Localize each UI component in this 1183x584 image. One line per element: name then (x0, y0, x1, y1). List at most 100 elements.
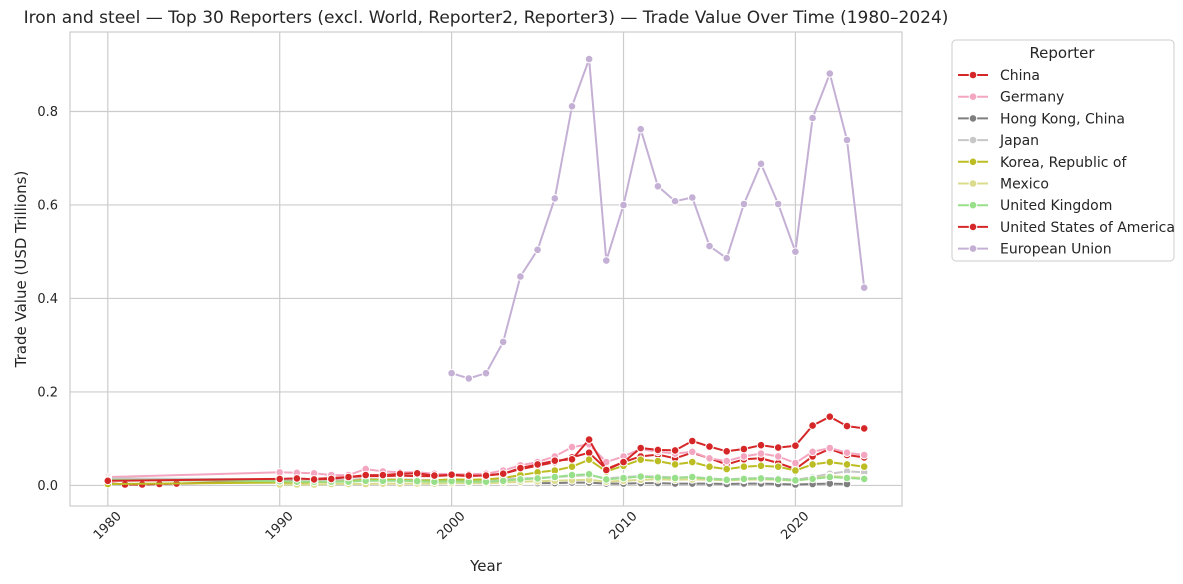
data-point (309, 475, 319, 484)
data-point (567, 455, 577, 464)
data-point (842, 460, 852, 469)
data-point (653, 473, 663, 482)
legend-swatch-marker (968, 114, 978, 123)
data-point (791, 441, 800, 451)
legend-swatch-marker (968, 222, 978, 232)
data-point (825, 472, 835, 482)
data-point (636, 443, 646, 453)
data-point (636, 472, 646, 481)
data-point (395, 476, 405, 486)
y-tick-label: 0.8 (37, 105, 58, 120)
legend-item-mexico: Mexico (958, 177, 1049, 193)
data-point (688, 447, 697, 457)
data-point (859, 283, 869, 293)
legend-items: China Germany Hong Kong, China Japan Korea, … (958, 68, 1175, 258)
data-point (481, 368, 491, 378)
data-point (842, 448, 852, 458)
data-point (584, 54, 594, 64)
legend-swatch-marker (968, 200, 978, 210)
x-tick-label: 1990 (263, 509, 297, 543)
series-united-states-of-america (103, 412, 869, 486)
data-point (688, 193, 697, 202)
y-tick-label: 0.0 (37, 479, 58, 494)
y-tick-label: 0.6 (37, 198, 58, 213)
legend-box (951, 39, 1175, 262)
series-european-union (447, 54, 869, 383)
data-point (705, 462, 714, 472)
data-point (567, 470, 577, 480)
data-point (378, 470, 388, 480)
data-point (825, 412, 835, 422)
data-point (773, 452, 783, 461)
data-point (739, 444, 749, 454)
x-axis-label: Year (469, 557, 503, 575)
data-point (602, 475, 611, 484)
data-point (722, 475, 732, 485)
data-point (327, 474, 336, 484)
data-point (619, 457, 628, 467)
data-point (533, 245, 542, 255)
legend-swatch-marker (968, 244, 978, 253)
legend-item-korea-republic-of: Korea, Republic of (958, 155, 1127, 171)
data-point (498, 337, 508, 347)
data-point (584, 469, 594, 479)
legend-swatch-marker (968, 92, 978, 101)
legend-label: Korea, Republic of (1000, 155, 1127, 171)
data-point (722, 456, 732, 466)
data-point (739, 452, 749, 461)
data-point (636, 124, 646, 134)
data-point (464, 471, 474, 480)
legend: Reporter China Germany Hong Kong, China Jap… (951, 39, 1175, 262)
data-point (773, 475, 783, 484)
data-point (688, 472, 697, 482)
data-point (670, 473, 680, 483)
data-point (481, 471, 491, 480)
data-point (584, 448, 594, 458)
data-point (808, 421, 817, 430)
legend-item-hong-kong-china: Hong Kong, China (958, 111, 1125, 127)
legend-item-united-states-of-america: United States of America (958, 220, 1175, 236)
legend-swatch-marker (968, 70, 978, 80)
data-point (567, 442, 577, 452)
data-point (550, 194, 560, 203)
data-point (825, 457, 835, 467)
plot-area (69, 31, 903, 507)
legend-label: Germany (1000, 90, 1064, 106)
data-point (808, 460, 817, 469)
legend-title: Reporter (1029, 44, 1095, 62)
legend-item-japan: Japan (958, 133, 1039, 149)
data-point (859, 424, 869, 433)
data-point (670, 460, 680, 469)
data-point (653, 456, 663, 466)
data-point (550, 472, 560, 482)
series-united-kingdom (103, 469, 869, 487)
legend-item-china: China (958, 68, 1040, 84)
legend-label: China (1000, 68, 1040, 84)
data-point (773, 443, 783, 452)
data-point (825, 69, 835, 78)
data-point (567, 462, 577, 472)
data-point (550, 456, 560, 466)
x-tick-label: 1980 (91, 509, 125, 543)
data-point (275, 474, 285, 484)
data-point (688, 457, 697, 467)
data-point (464, 374, 474, 383)
data-point (636, 455, 646, 465)
data-point (705, 442, 714, 451)
data-point (447, 368, 456, 378)
legend-label: Hong Kong, China (1000, 111, 1125, 127)
data-point (412, 476, 422, 486)
data-point (756, 461, 766, 471)
data-point (808, 113, 817, 123)
data-point (516, 463, 525, 473)
data-point (653, 182, 663, 191)
legend-item-united-kingdom: United Kingdom (958, 198, 1112, 214)
data-point (859, 462, 869, 472)
data-point (756, 440, 766, 450)
legend-swatch-marker (968, 157, 978, 167)
data-point (688, 436, 697, 446)
data-point (756, 449, 766, 458)
series-lines (103, 54, 869, 489)
data-point (670, 196, 680, 206)
